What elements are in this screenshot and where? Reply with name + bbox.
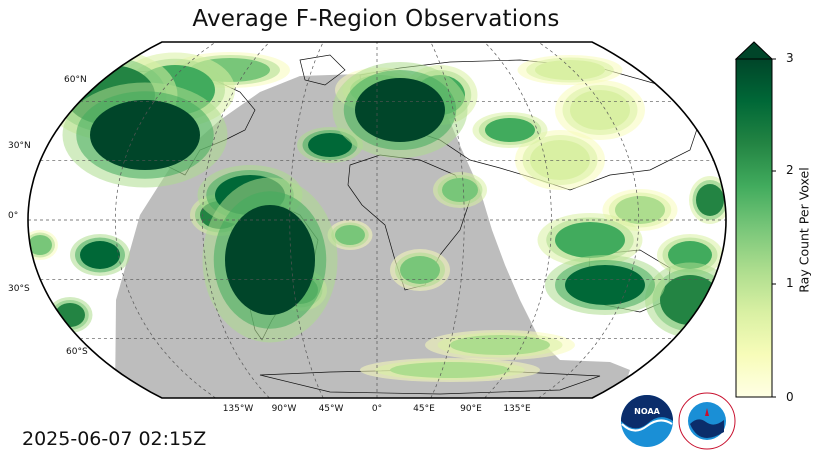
- meridian-line: [289, 42, 324, 398]
- colorbar-tick-2: 2: [786, 163, 794, 177]
- observation-cell: [660, 275, 720, 325]
- colorbar-tick-1: 1: [786, 276, 794, 290]
- lon-label-135e: 135°E: [503, 404, 531, 414]
- colorbar-tick-3: 3: [786, 51, 794, 65]
- meridian-line: [114, 42, 216, 398]
- map-title: Average F-Region Observations: [192, 6, 560, 32]
- observation-cell: [308, 133, 352, 157]
- observation-cell: [696, 184, 724, 216]
- lat-label-60s: 60°S: [66, 347, 88, 357]
- meridian-line: [538, 42, 640, 398]
- timestamp: 2025-06-07 02:15Z: [22, 428, 207, 450]
- colorbar-label: Ray Count Per Voxel: [796, 167, 812, 293]
- colorbar-frame: [735, 58, 773, 398]
- meridian-line: [202, 42, 270, 398]
- lon-label-0: 0°: [371, 404, 383, 414]
- lon-label-90e: 90°E: [460, 404, 482, 414]
- lon-label-135w: 135°W: [222, 404, 254, 414]
- colorbar-fill: [736, 59, 772, 397]
- meridian-line: [484, 42, 552, 398]
- lon-label-45e: 45°E: [413, 404, 435, 414]
- lat-label-30s: 30°S: [8, 284, 30, 294]
- noaa-logo-text: NOAA: [634, 407, 660, 416]
- observation-cell: [555, 222, 625, 258]
- observation-cell: [450, 335, 550, 355]
- observation-density-cells: [28, 50, 726, 382]
- observation-cell: [390, 362, 510, 378]
- meridian-line: [430, 42, 465, 398]
- observation-cell: [28, 235, 52, 255]
- noaa-logo: NOAA: [621, 395, 673, 447]
- observation-cell: [485, 118, 535, 142]
- observation-cell: [565, 265, 645, 305]
- lat-label-0: 0°: [8, 211, 19, 221]
- observation-cell: [570, 90, 630, 130]
- observation-cell: [442, 178, 478, 202]
- observation-cell: [615, 196, 665, 224]
- observation-cell: [335, 225, 365, 245]
- observation-cell: [400, 256, 440, 284]
- globe-outline: [27, 41, 727, 399]
- observation-cell: [535, 60, 605, 80]
- observation-cell: [80, 241, 120, 269]
- world-map: [27, 41, 727, 399]
- lon-label-45w: 45°W: [318, 404, 344, 414]
- observation-cell: [668, 241, 712, 269]
- observation-cell: [225, 205, 315, 315]
- colorbar: [734, 41, 776, 398]
- colorbar-tick-0: 0: [786, 390, 794, 404]
- gridlines: [28, 42, 726, 398]
- lat-label-60n: 60°N: [64, 75, 87, 85]
- lon-label-90w: 90°W: [271, 404, 297, 414]
- lat-label-30n: 30°N: [8, 141, 31, 151]
- nws-logo: [678, 392, 736, 450]
- observation-cell: [90, 100, 200, 170]
- observation-cell: [530, 140, 590, 180]
- observation-cell: [355, 78, 445, 142]
- colorbar-extend-arrow: [734, 41, 774, 60]
